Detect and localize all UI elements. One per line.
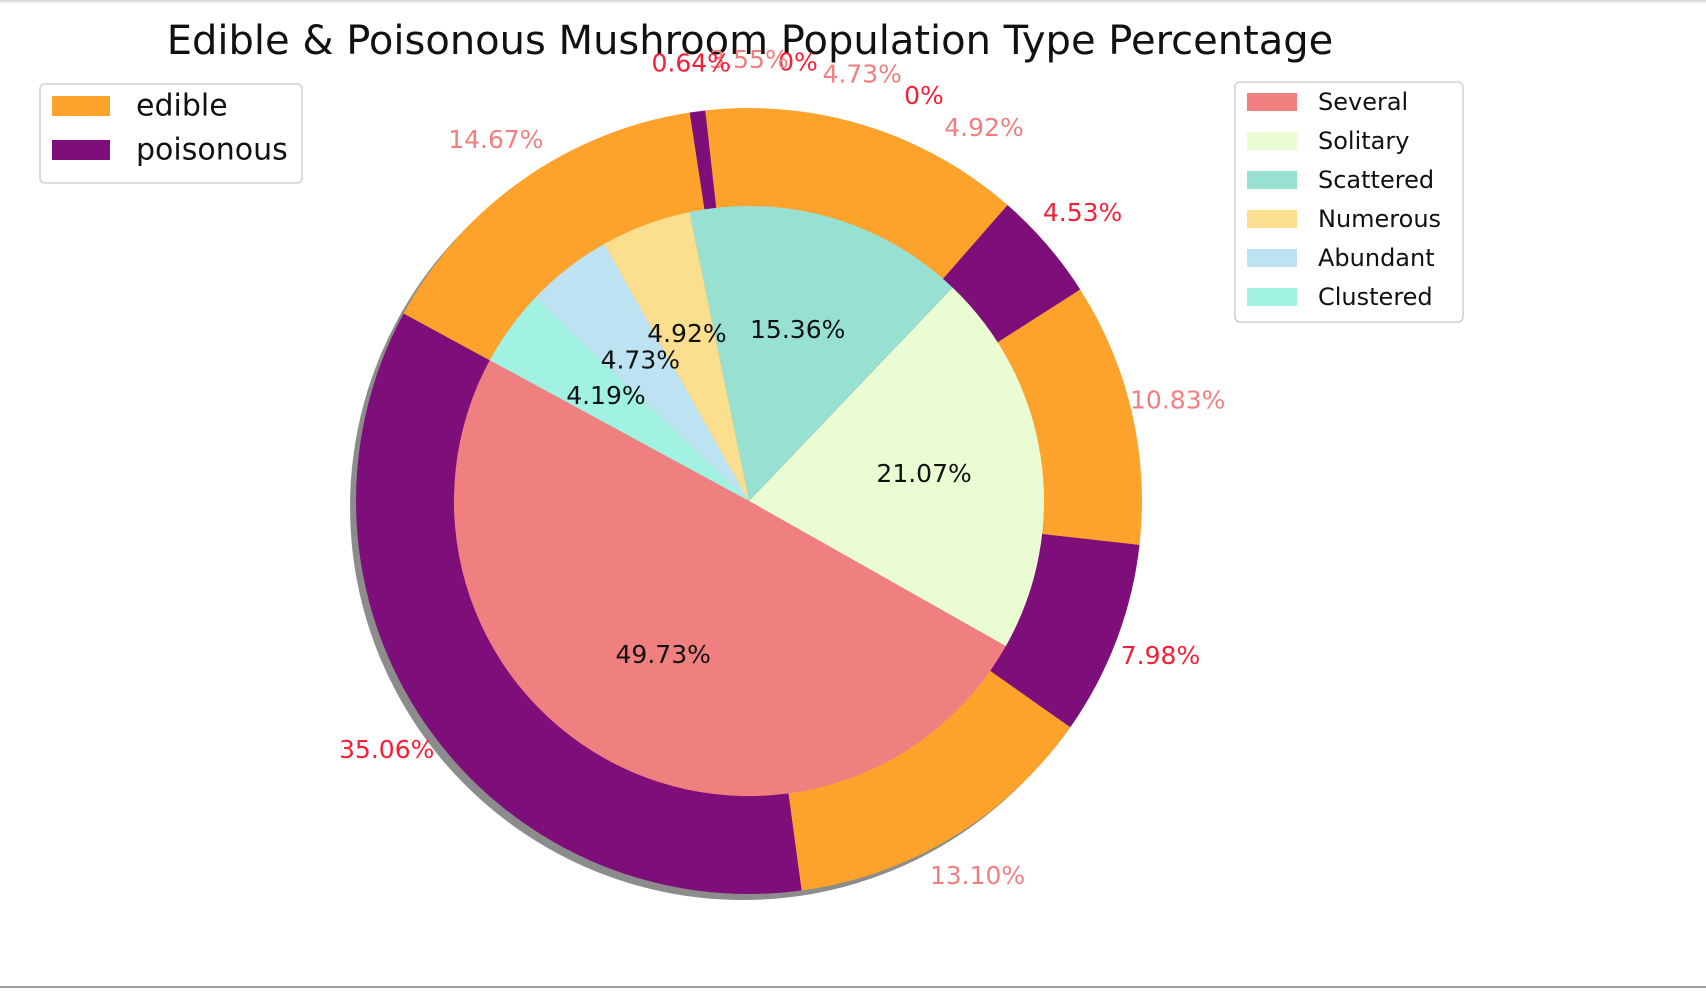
inner-label-scattered: 15.36% — [750, 315, 845, 344]
inner-label-numerous: 4.92% — [647, 319, 726, 348]
inner-wedge-scattered — [689, 205, 953, 501]
inner-label-solitary: 21.07% — [876, 459, 971, 488]
inner-wedge-several — [453, 360, 1006, 797]
outer-label-6: 0% — [904, 81, 944, 110]
inner-label-several: 49.73% — [616, 640, 711, 669]
inner-label-abundant: 4.73% — [601, 345, 680, 374]
legend-swatch-edible — [52, 96, 110, 116]
inner-pie-labels: 49.73% 21.07% 15.36% 4.92%4.73% 4.19% — [566, 315, 972, 669]
legend-swatch-several — [1247, 93, 1297, 111]
outer-label-8: 0% — [778, 48, 818, 77]
outer-label-0: 35.06% — [339, 735, 434, 764]
inner-label-clustered: 4.19% — [566, 381, 645, 410]
outer-label-1: 13.10% — [930, 861, 1025, 890]
outer-label-2: 7.98% — [1121, 641, 1200, 670]
outer-label-11: 14.67% — [448, 125, 543, 154]
outer-label-3: 10.83% — [1130, 385, 1225, 414]
legend-swatch-numerous — [1247, 210, 1297, 228]
legend-swatch-solitary — [1247, 132, 1297, 150]
legend-population-types: Several Solitary Scattered Numerous Abundant… — [1234, 81, 1464, 323]
outer-label-10: 0.64% — [651, 49, 730, 78]
legend-swatch-abundant — [1247, 249, 1297, 267]
window-top-edge — [0, 0, 1706, 4]
chart-title: Edible & Poisonous Mushroom Population T… — [167, 18, 1334, 64]
inner-wedge-abundant — [535, 243, 749, 501]
legend-edible-poisonous: edible poisonous — [39, 83, 303, 184]
outer-label-7: 4.73% — [822, 60, 901, 89]
legend-swatch-scattered — [1247, 171, 1297, 189]
outer-label-4: 4.53% — [1043, 198, 1122, 227]
legend-label-poisonous: poisonous — [136, 133, 288, 168]
legend-swatch-clustered — [1247, 288, 1297, 306]
inner-pie-population-types — [453, 205, 1045, 797]
outer-label-5: 4.92% — [944, 113, 1023, 142]
inner-wedge-clustered — [489, 297, 749, 501]
inner-wedge-solitary — [749, 287, 1045, 647]
legend-label-scattered: Scattered — [1318, 166, 1434, 194]
outer-label-9: 3.55% — [709, 45, 788, 74]
outer-ring-labels: 35.06%13.10%7.98%10.83%4.53%4.92%0%4.73%… — [339, 45, 1225, 890]
legend-label-solitary: Solitary — [1318, 127, 1409, 155]
legend-swatch-poisonous — [52, 140, 110, 160]
inner-wedge-numerous — [604, 212, 749, 501]
legend-label-several: Several — [1318, 88, 1408, 116]
legend-label-abundant: Abundant — [1318, 244, 1435, 272]
legend-label-edible: edible — [136, 89, 228, 124]
legend-label-numerous: Numerous — [1318, 205, 1441, 233]
window-bottom-edge — [0, 986, 1706, 988]
legend-label-clustered: Clustered — [1318, 283, 1433, 311]
